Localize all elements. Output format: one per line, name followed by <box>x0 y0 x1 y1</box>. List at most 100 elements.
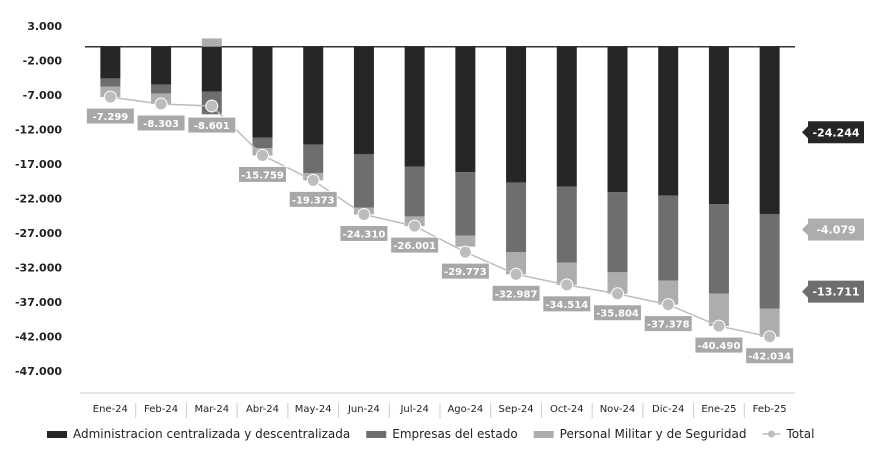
total-point <box>306 173 320 187</box>
legend-label: Total <box>785 427 814 441</box>
total-data-label: -37.378 <box>647 320 690 331</box>
y-tick-label: -7.000 <box>23 89 63 102</box>
x-tick-label: Nov-24 <box>600 404 636 415</box>
total-label-box <box>288 190 338 208</box>
total-data-label: -29.773 <box>444 267 487 278</box>
total-point <box>103 90 117 104</box>
y-tick-label: -32.000 <box>15 262 62 275</box>
bar-segment <box>759 308 780 337</box>
x-tick-label: Ene-24 <box>93 404 128 415</box>
callout-label: -4.079 <box>816 224 855 237</box>
x-tick-label: Feb-25 <box>753 404 787 415</box>
total-label-box <box>390 236 440 254</box>
y-tick-label: -22.000 <box>15 193 62 206</box>
bar-segment <box>100 46 121 79</box>
bar-segment <box>708 46 729 205</box>
bars <box>100 38 780 337</box>
total-label-box <box>491 284 541 302</box>
total-label-box <box>694 336 744 354</box>
total-label-box <box>643 315 693 333</box>
y-tick-label: -27.000 <box>15 227 62 240</box>
bar-segment <box>708 204 729 294</box>
total-point <box>458 245 472 259</box>
total-point <box>205 99 219 113</box>
legend-label: Personal Militar y de Seguridad <box>560 427 747 441</box>
bar-segment <box>455 46 476 173</box>
x-tick-label: Oct-24 <box>550 404 584 415</box>
x-tick-label: Abr-24 <box>246 404 279 415</box>
bar-segment <box>506 46 527 183</box>
total-label-box <box>339 224 389 242</box>
bar-segment <box>353 46 374 155</box>
bar-segment <box>759 46 780 214</box>
callout-box <box>808 121 864 144</box>
total-label-box <box>187 116 237 134</box>
x-tick-label: Jun-24 <box>347 404 380 415</box>
bar-segment <box>658 280 679 305</box>
total-point <box>509 267 523 281</box>
total-data-label: -19.373 <box>292 195 335 206</box>
total-data-label: -26.001 <box>393 241 436 252</box>
total-data-label: -42.034 <box>748 352 791 363</box>
legend-marker <box>767 430 775 438</box>
bar-segment <box>607 46 628 193</box>
y-tick-label: 3.000 <box>27 20 62 33</box>
total-data-label: -32.987 <box>495 289 538 300</box>
callout-box <box>808 280 864 303</box>
total-label-box <box>440 262 490 280</box>
x-axis: Ene-24 Feb-24 Mar-24 Abr-24 May-24 Jun-24 Jul-… <box>93 403 787 418</box>
total-point <box>611 287 624 301</box>
total-point <box>712 319 726 333</box>
callouts: -24.244 -4.079 -13.711 <box>802 121 864 303</box>
bar-segment <box>303 46 324 145</box>
total-point <box>661 298 675 312</box>
bar-segment <box>506 182 527 253</box>
bar-segment <box>556 262 577 285</box>
legend-swatch <box>533 431 554 438</box>
bar-segment <box>252 137 273 149</box>
callout-label: -13.711 <box>812 286 859 299</box>
bar-segment <box>506 252 527 275</box>
total-data-label: -35.804 <box>596 309 639 320</box>
bar-segment <box>100 78 121 87</box>
total-point <box>408 219 422 233</box>
callout: -13.711 <box>802 280 864 303</box>
callout: -4.079 <box>802 218 864 241</box>
total-data-label: -40.490 <box>698 341 741 352</box>
total-data-label: -8.601 <box>194 121 230 132</box>
legend-label: Empresas del estado <box>392 427 517 441</box>
total-point <box>763 330 777 344</box>
bar-segment <box>404 46 425 167</box>
total-line: -7.299-8.303 -8.601-15.759-19.373-24.310-… <box>85 90 795 365</box>
bar-segment <box>151 46 172 85</box>
bar-segment <box>455 172 476 236</box>
legend: Administracion centralizada y descentral… <box>47 427 815 441</box>
bar-segment <box>252 46 273 138</box>
x-tick-label: Ago-24 <box>447 404 483 415</box>
total-point <box>560 278 574 292</box>
total-label-box <box>136 114 186 132</box>
total-point <box>357 207 371 221</box>
x-tick-label: Mar-24 <box>195 404 230 415</box>
legend-label: Administracion centralizada y descentral… <box>73 427 350 441</box>
x-tick-label: May-24 <box>295 404 332 415</box>
bar-segment <box>201 38 222 47</box>
total-label-box <box>542 295 592 313</box>
total-data-label: -34.514 <box>545 300 588 311</box>
chart-grid <box>80 45 795 394</box>
bar-segment <box>201 46 222 92</box>
total-label-box <box>238 165 287 183</box>
x-tick-label: Feb-24 <box>144 404 178 415</box>
x-tick-label: Dic-24 <box>652 404 684 415</box>
total-point <box>256 148 269 162</box>
y-tick-label: -37.000 <box>15 296 62 309</box>
bar-segment <box>658 195 679 281</box>
x-tick-label: Jul-24 <box>399 404 428 415</box>
total-data-label: -8.303 <box>143 119 179 130</box>
bar-segment <box>303 144 324 173</box>
total-label-box <box>745 347 795 365</box>
bar-segment <box>556 186 577 263</box>
total-label-box <box>593 304 642 322</box>
total-point <box>154 97 168 111</box>
